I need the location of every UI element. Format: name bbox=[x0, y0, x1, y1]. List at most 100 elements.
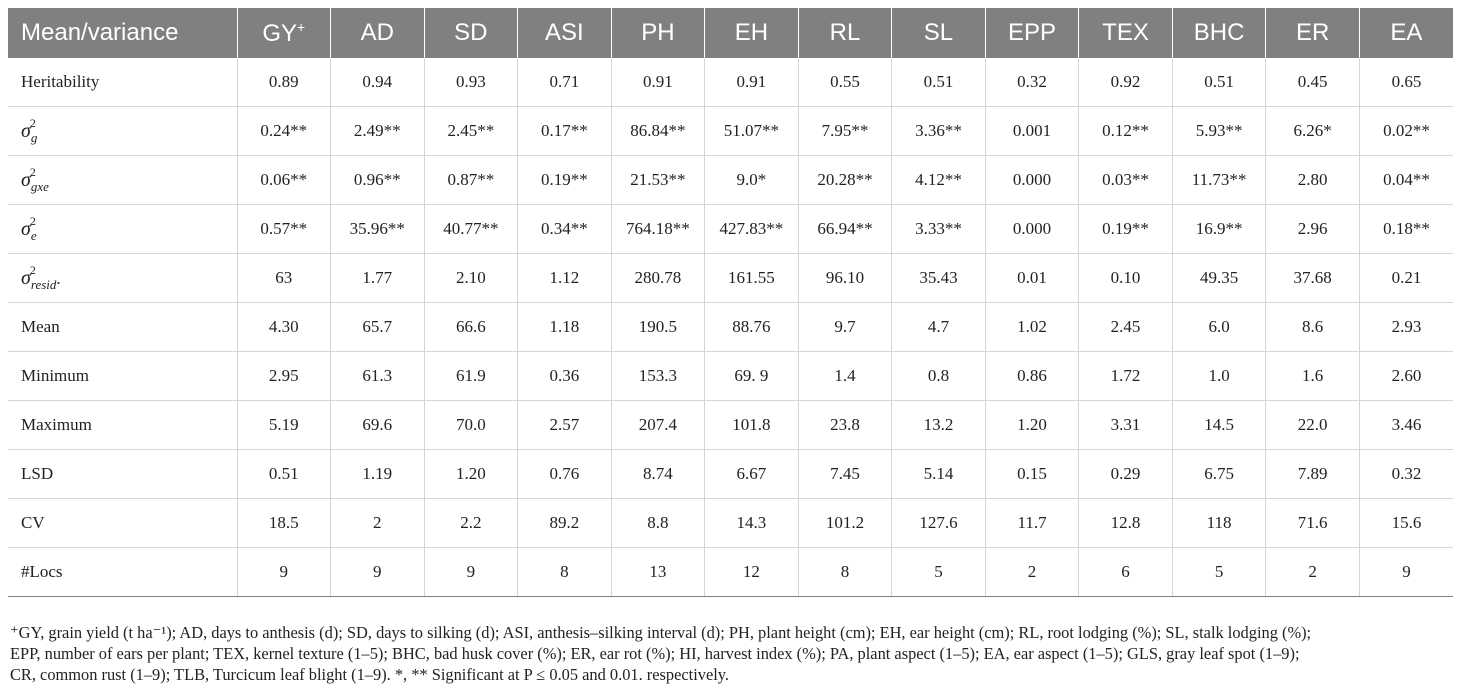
row-label: σ2g bbox=[8, 106, 238, 156]
table-cell: 66.6 bbox=[424, 302, 519, 352]
table-cell: 2.45** bbox=[424, 106, 519, 156]
table-cell: 51.07** bbox=[704, 106, 799, 156]
table-cell: 2 bbox=[330, 498, 425, 548]
table-cell: 0.36 bbox=[517, 351, 612, 401]
table-cell: 1.4 bbox=[798, 351, 893, 401]
table-cell: 86.84** bbox=[611, 106, 706, 156]
table-cell: 0.76 bbox=[517, 449, 612, 499]
table-cell: 0.15 bbox=[985, 449, 1080, 499]
table-cell: 161.55 bbox=[704, 253, 799, 303]
column-header-bhc: BHC bbox=[1172, 8, 1267, 58]
column-header-label: AD bbox=[360, 19, 394, 46]
footnote-line-2: EPP, number of ears per plant; TEX, kern… bbox=[10, 644, 1300, 663]
table-cell: 61.3 bbox=[330, 351, 425, 401]
table-cell: 1.20 bbox=[424, 449, 519, 499]
symbol-subscript: resid bbox=[30, 276, 57, 292]
table-cell: 8.6 bbox=[1265, 302, 1360, 352]
table-cell: 12.8 bbox=[1078, 498, 1173, 548]
table-cell: 0.12** bbox=[1078, 106, 1173, 156]
column-header-er: ER bbox=[1265, 8, 1360, 58]
table-cell: 9 bbox=[1359, 547, 1453, 597]
table-cell: 13.2 bbox=[891, 400, 986, 450]
column-header-label: ASI bbox=[545, 19, 584, 46]
table-cell: 0.96** bbox=[330, 155, 425, 205]
table-cell: 66.94** bbox=[798, 204, 893, 254]
table-cell: 1.72 bbox=[1078, 351, 1173, 401]
table-cell: 40.77** bbox=[424, 204, 519, 254]
table-cell: 3.46 bbox=[1359, 400, 1453, 450]
symbol-subscript: e bbox=[30, 227, 37, 243]
row-label: Maximum bbox=[8, 400, 238, 450]
column-header-ph: PH bbox=[611, 8, 706, 58]
table-cell: 0.001 bbox=[985, 106, 1080, 156]
table-cell: 5 bbox=[1172, 547, 1267, 597]
row-label: #Locs bbox=[8, 547, 238, 597]
variance-table: Mean/variance GY+ AD SD ASI PH EH RL SL EPP TEX BH… bbox=[8, 8, 1453, 597]
table-cell: 69.6 bbox=[330, 400, 425, 450]
table-cell: 0.000 bbox=[985, 155, 1080, 205]
table-cell: 5.93** bbox=[1172, 106, 1267, 156]
column-header-label: SL bbox=[923, 19, 954, 46]
column-header-label: RL bbox=[829, 19, 861, 46]
table-cell: 0.21 bbox=[1359, 253, 1453, 303]
table-cell: 96.10 bbox=[798, 253, 893, 303]
sigma-symbol: σ bbox=[21, 168, 31, 191]
table-cell: 14.5 bbox=[1172, 400, 1267, 450]
table-cell: 6.75 bbox=[1172, 449, 1267, 499]
table-cell: 1.18 bbox=[517, 302, 612, 352]
table-cell: 15.6 bbox=[1359, 498, 1453, 548]
table-cell: 35.96** bbox=[330, 204, 425, 254]
table-cell: 22.0 bbox=[1265, 400, 1360, 450]
table-cell: 8 bbox=[517, 547, 612, 597]
corner-header: Mean/variance bbox=[8, 8, 238, 58]
symbol-power: 2 bbox=[29, 262, 36, 277]
column-header-label: GY bbox=[262, 19, 298, 47]
table-cell: 5.19 bbox=[237, 400, 332, 450]
column-header-label: PH bbox=[641, 19, 675, 46]
table-cell: 2.45 bbox=[1078, 302, 1173, 352]
table-cell: 69. 9 bbox=[704, 351, 799, 401]
row-label: σ2resid. bbox=[8, 253, 238, 303]
table-cell: 1.0 bbox=[1172, 351, 1267, 401]
table-cell: 7.45 bbox=[798, 449, 893, 499]
table-cell: 0.34** bbox=[517, 204, 612, 254]
sigma-symbol: σ bbox=[21, 217, 31, 240]
table-cell: 2.57 bbox=[517, 400, 612, 450]
table-cell: 0.18** bbox=[1359, 204, 1453, 254]
table-cell: 0.86 bbox=[985, 351, 1080, 401]
table-cell: 2.49** bbox=[330, 106, 425, 156]
table-cell: 0.06** bbox=[237, 155, 332, 205]
column-header-label: TEX bbox=[1102, 19, 1149, 46]
row-label: Mean bbox=[8, 302, 238, 352]
table-cell: 9 bbox=[237, 547, 332, 597]
table-cell: 7.89 bbox=[1265, 449, 1360, 499]
column-header-ea: EA bbox=[1359, 8, 1453, 58]
table-cell: 2 bbox=[1265, 547, 1360, 597]
table-cell: 0.01 bbox=[985, 253, 1080, 303]
table-cell: 1.6 bbox=[1265, 351, 1360, 401]
table-cell: 207.4 bbox=[611, 400, 706, 450]
table-cell: 0.10 bbox=[1078, 253, 1173, 303]
row-label: Heritability bbox=[8, 58, 238, 107]
table-cell: 3.33** bbox=[891, 204, 986, 254]
table-cell: 0.71 bbox=[517, 58, 612, 107]
symbol-power: 2 bbox=[29, 115, 36, 130]
table-cell: 2 bbox=[985, 547, 1080, 597]
table-cell: 18.5 bbox=[237, 498, 332, 548]
table-cell: 13 bbox=[611, 547, 706, 597]
table-cell: 8.8 bbox=[611, 498, 706, 548]
table-cell: 6 bbox=[1078, 547, 1173, 597]
table-cell: 0.8 bbox=[891, 351, 986, 401]
table-cell: 12 bbox=[704, 547, 799, 597]
table-header: Mean/variance GY+ AD SD ASI PH EH RL SL EPP TEX BH… bbox=[8, 8, 1453, 58]
column-header-label: EH bbox=[734, 19, 769, 46]
table-cell: 6.67 bbox=[704, 449, 799, 499]
symbol-subscript: g bbox=[30, 129, 38, 145]
table-cell: 0.29 bbox=[1078, 449, 1173, 499]
table-row: σ2gxe 0.06** 0.96** 0.87** 0.19** 21.53** 9.0*… bbox=[8, 155, 1453, 205]
table-row: Heritability 0.89 0.94 0.93 0.71 0.91 0.91 0.55… bbox=[8, 58, 1453, 107]
table-cell: 11.7 bbox=[985, 498, 1080, 548]
table-cell: 0.87** bbox=[424, 155, 519, 205]
table-cell: 9.0* bbox=[704, 155, 799, 205]
table-cell: 0.000 bbox=[985, 204, 1080, 254]
